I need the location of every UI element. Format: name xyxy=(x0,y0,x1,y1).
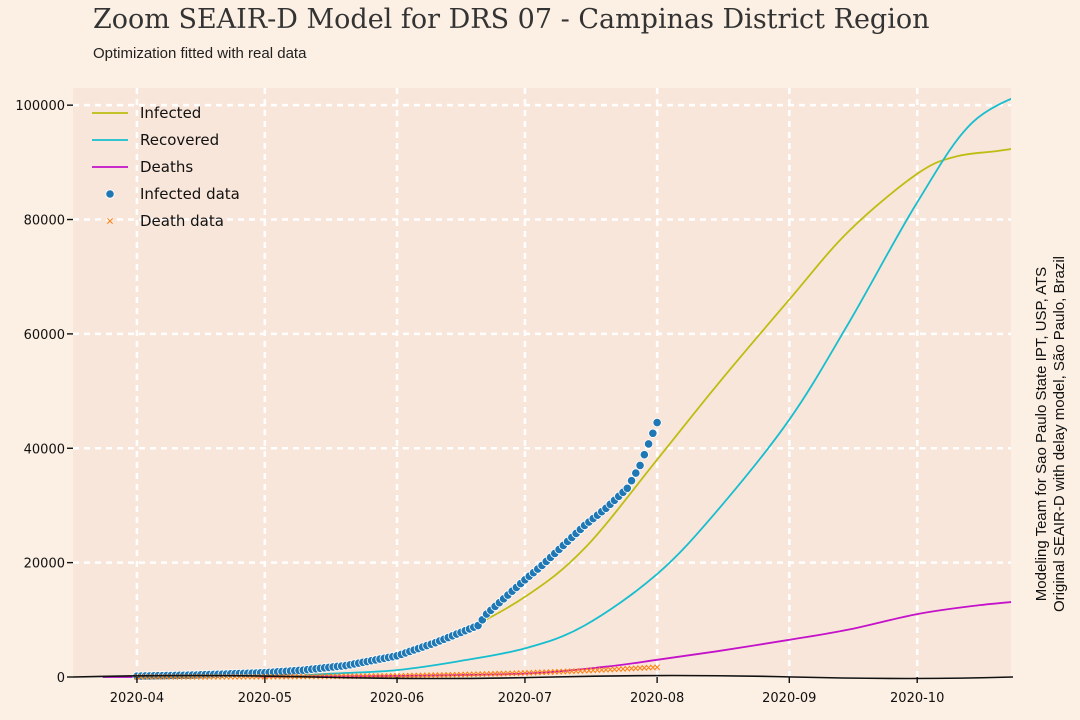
legend-label: Deaths xyxy=(140,158,193,176)
data-point xyxy=(436,672,443,678)
chart-title: Zoom SEAIR-D Model for DRS 07 - Campinas… xyxy=(93,4,930,35)
grid xyxy=(73,88,1011,677)
y-tick-label: 40000 xyxy=(24,442,65,457)
x-axis: 2020-04 2020-05 2020-06 2020-07 2020-08 2020-… xyxy=(72,674,1014,706)
x-tick-label: 2020-04 xyxy=(110,691,164,706)
data-point xyxy=(445,671,452,678)
data-point xyxy=(639,450,649,460)
y-axis: 0 20000 40000 60000 80000 100000 xyxy=(15,99,73,686)
chart-subtitle: Optimization fitted with real data xyxy=(93,45,307,62)
y-tick-label: 100000 xyxy=(15,99,65,114)
data-point xyxy=(428,672,435,679)
y-tick-label: 60000 xyxy=(24,328,65,343)
series-scatter-infected-data xyxy=(132,417,662,681)
side-note-line-1: Modeling Team for Sao Paulo State IPT, U… xyxy=(1033,266,1050,602)
data-point xyxy=(253,673,260,680)
legend-swatch xyxy=(105,189,115,199)
x-tick-label: 2020-08 xyxy=(630,691,684,706)
data-point xyxy=(419,672,426,679)
data-point xyxy=(402,672,409,679)
legend-label: Infected data xyxy=(140,185,240,203)
data-point xyxy=(635,460,645,471)
data-point xyxy=(423,672,430,679)
y-tick-label: 20000 xyxy=(24,557,65,572)
data-point xyxy=(406,672,413,679)
series-line-recovered xyxy=(102,97,1011,678)
data-point xyxy=(654,664,661,671)
data-point xyxy=(440,672,447,678)
data-point xyxy=(398,672,405,679)
legend-label: Infected xyxy=(140,104,201,122)
x-tick-label: 2020-05 xyxy=(238,691,292,706)
data-point xyxy=(449,671,456,678)
data-point xyxy=(411,672,418,679)
side-note-line-2: Original SEAIR-D with delay model, São P… xyxy=(1051,256,1068,612)
plot-area xyxy=(73,88,1011,677)
legend: Infected Recovered Deaths Infected data Deat… xyxy=(92,104,240,230)
legend-label: Death data xyxy=(140,212,224,230)
series-group xyxy=(102,97,1011,681)
legend-swatch xyxy=(107,218,113,224)
data-point xyxy=(652,417,662,428)
data-point xyxy=(626,476,637,486)
side-note: Modeling Team for Sao Paulo State IPT, U… xyxy=(1033,256,1069,612)
y-tick-label: 80000 xyxy=(24,214,65,229)
data-point xyxy=(622,483,632,493)
data-point xyxy=(415,672,422,679)
x-tick-label: 2020-09 xyxy=(762,691,816,706)
data-point xyxy=(643,439,654,449)
legend-label: Recovered xyxy=(140,131,219,149)
y-tick-label: 0 xyxy=(57,671,65,686)
x-tick-label: 2020-06 xyxy=(370,691,424,706)
data-point xyxy=(432,672,439,679)
x-axis-line xyxy=(72,674,1014,680)
data-point xyxy=(257,673,264,680)
data-point xyxy=(648,428,658,438)
data-point xyxy=(631,468,641,478)
x-tick-label: 2020-10 xyxy=(890,691,944,706)
x-tick-label: 2020-07 xyxy=(498,691,552,706)
